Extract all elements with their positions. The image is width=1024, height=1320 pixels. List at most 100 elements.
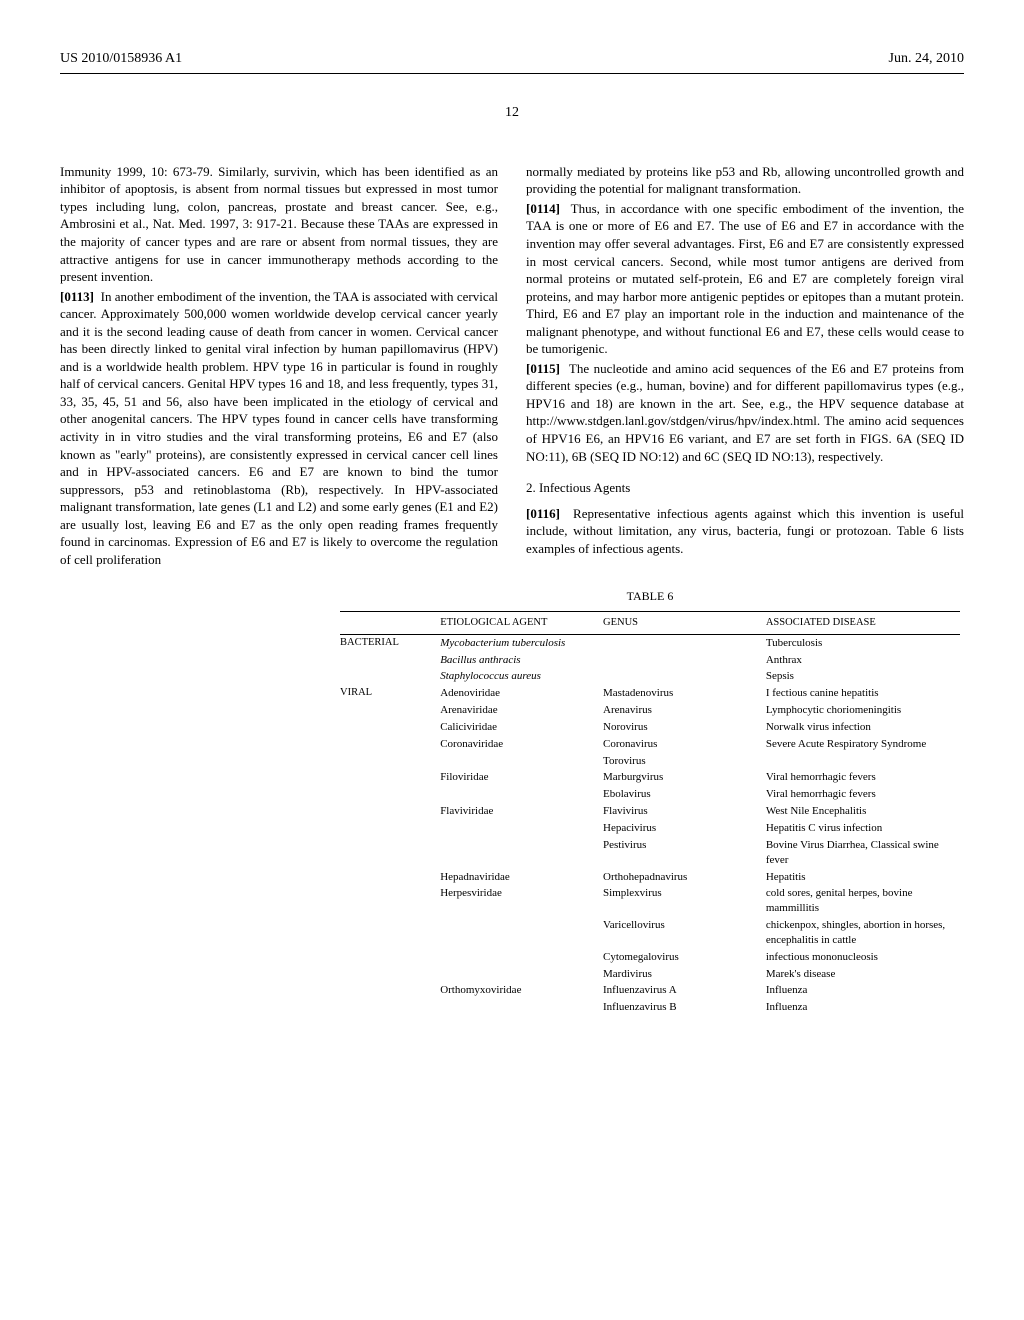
cell-genus: Mastadenovirus (603, 685, 766, 702)
cell-agent (440, 999, 603, 1016)
table-row: FlaviviridaeFlavivirusWest Nile Encephal… (340, 803, 960, 820)
cell-category (340, 820, 440, 837)
cell-genus: Pestivirus (603, 837, 766, 869)
table-row: PestivirusBovine Virus Diarrhea, Classic… (340, 837, 960, 869)
para-text: Thus, in accordance with one specific em… (526, 201, 964, 356)
cell-category (340, 885, 440, 917)
table-row: MardivirusMarek's disease (340, 966, 960, 983)
cell-agent (440, 786, 603, 803)
table-row: Bacillus anthracis Anthrax (340, 652, 960, 669)
cell-category (340, 769, 440, 786)
col-header: ETIOLOGICAL AGENT (440, 611, 603, 634)
para-0114: [0114] Thus, in accordance with one spec… (526, 200, 964, 358)
cell-disease: Viral hemorrhagic fevers (766, 769, 960, 786)
page-number: 12 (60, 104, 964, 123)
cell-category (340, 999, 440, 1016)
cell-genus: Influenzavirus A (603, 982, 766, 999)
cell-category (340, 668, 440, 685)
cell-genus: Torovirus (603, 753, 766, 770)
para-text: The nucleotide and amino acid sequences … (526, 361, 964, 464)
cell-agent: Bacillus anthracis (440, 652, 603, 669)
cell-disease: chickenpox, shingles, abortion in horses… (766, 917, 960, 949)
cell-disease: Lymphocytic choriomeningitis (766, 702, 960, 719)
table-row: Cytomegalovirusinfectious mononucleosis (340, 949, 960, 966)
table-row: CaliciviridaeNorovirusNorwalk virus infe… (340, 719, 960, 736)
cell-category (340, 837, 440, 869)
cell-genus (603, 668, 766, 685)
cell-agent: Mycobacterium tuberculosis (440, 634, 603, 651)
cell-agent: Herpesviridae (440, 885, 603, 917)
body-columns: Immunity 1999, 10: 673-79. Similarly, su… (60, 163, 964, 569)
cell-disease: Sepsis (766, 668, 960, 685)
table-row: HepadnaviridaeOrthohepadnavirusHepatitis (340, 869, 960, 886)
table-title: TABLE 6 (340, 588, 960, 604)
cell-agent: Hepadnaviridae (440, 869, 603, 886)
header-rule (60, 73, 964, 74)
cell-category (340, 652, 440, 669)
cell-agent: Flaviviridae (440, 803, 603, 820)
para-0113-cont: normally mediated by proteins like p53 a… (526, 163, 964, 198)
cell-genus (603, 634, 766, 651)
cell-genus: Cytomegalovirus (603, 949, 766, 966)
para-0116: [0116] Representative infectious agents … (526, 505, 964, 558)
cell-disease: Severe Acute Respiratory Syndrome (766, 736, 960, 753)
cell-disease: Anthrax (766, 652, 960, 669)
cell-genus: Mardivirus (603, 966, 766, 983)
cell-agent: Orthomyxoviridae (440, 982, 603, 999)
cell-agent: Filoviridae (440, 769, 603, 786)
cell-agent (440, 837, 603, 869)
para-num: [0114] (526, 201, 560, 216)
pub-number: US 2010/0158936 A1 (60, 50, 182, 69)
col-header (340, 611, 440, 634)
page-header: US 2010/0158936 A1 Jun. 24, 2010 (60, 50, 964, 69)
cell-agent (440, 966, 603, 983)
cell-category (340, 753, 440, 770)
cell-disease (766, 753, 960, 770)
table-row: CoronaviridaeCoronavirusSevere Acute Res… (340, 736, 960, 753)
cell-disease: Influenza (766, 999, 960, 1016)
table-row: Influenzavirus BInfluenza (340, 999, 960, 1016)
pub-date: Jun. 24, 2010 (889, 50, 964, 69)
col-header: GENUS (603, 611, 766, 634)
cell-category (340, 949, 440, 966)
cell-category (340, 966, 440, 983)
cell-agent: Caliciviridae (440, 719, 603, 736)
cell-disease: Marek's disease (766, 966, 960, 983)
cell-genus: Orthohepadnavirus (603, 869, 766, 886)
table-row: Staphylococcus aureusSepsis (340, 668, 960, 685)
cell-disease: Viral hemorrhagic fevers (766, 786, 960, 803)
cell-genus: Varicellovirus (603, 917, 766, 949)
cell-category: BACTERIAL (340, 634, 440, 651)
cell-agent (440, 917, 603, 949)
table-row: EbolavirusViral hemorrhagic fevers (340, 786, 960, 803)
cell-genus: Flavivirus (603, 803, 766, 820)
cell-category (340, 803, 440, 820)
table-6: TABLE 6 ETIOLOGICAL AGENT GENUS ASSOCIAT… (340, 588, 960, 1016)
cell-agent (440, 949, 603, 966)
cell-genus: Norovirus (603, 719, 766, 736)
table-row: Varicelloviruschickenpox, shingles, abor… (340, 917, 960, 949)
para-0115: [0115] The nucleotide and amino acid seq… (526, 360, 964, 465)
para-num: [0116] (526, 506, 560, 521)
para-num: [0113] (60, 289, 94, 304)
infectious-agents-table: ETIOLOGICAL AGENT GENUS ASSOCIATED DISEA… (340, 611, 960, 1017)
cell-disease: Influenza (766, 982, 960, 999)
cell-agent (440, 820, 603, 837)
cell-genus: Ebolavirus (603, 786, 766, 803)
cell-disease: infectious mononucleosis (766, 949, 960, 966)
cell-agent: Arenaviridae (440, 702, 603, 719)
cell-disease: Bovine Virus Diarrhea, Classical swine f… (766, 837, 960, 869)
table-row: Torovirus (340, 753, 960, 770)
table-row: VIRALAdenoviridaeMastadenovirusI fectiou… (340, 685, 960, 702)
cell-disease: West Nile Encephalitis (766, 803, 960, 820)
cell-agent: Coronaviridae (440, 736, 603, 753)
para-num: [0115] (526, 361, 560, 376)
cell-genus: Simplexvirus (603, 885, 766, 917)
cell-category: VIRAL (340, 685, 440, 702)
table-row: FiloviridaeMarburgvirusViral hemorrhagic… (340, 769, 960, 786)
table-row: ArenaviridaeArenavirusLymphocytic chorio… (340, 702, 960, 719)
cell-agent: Adenoviridae (440, 685, 603, 702)
table-header-row: ETIOLOGICAL AGENT GENUS ASSOCIATED DISEA… (340, 611, 960, 634)
cell-disease: Hepatitis C virus infection (766, 820, 960, 837)
cell-disease: cold sores, genital herpes, bovine mammi… (766, 885, 960, 917)
